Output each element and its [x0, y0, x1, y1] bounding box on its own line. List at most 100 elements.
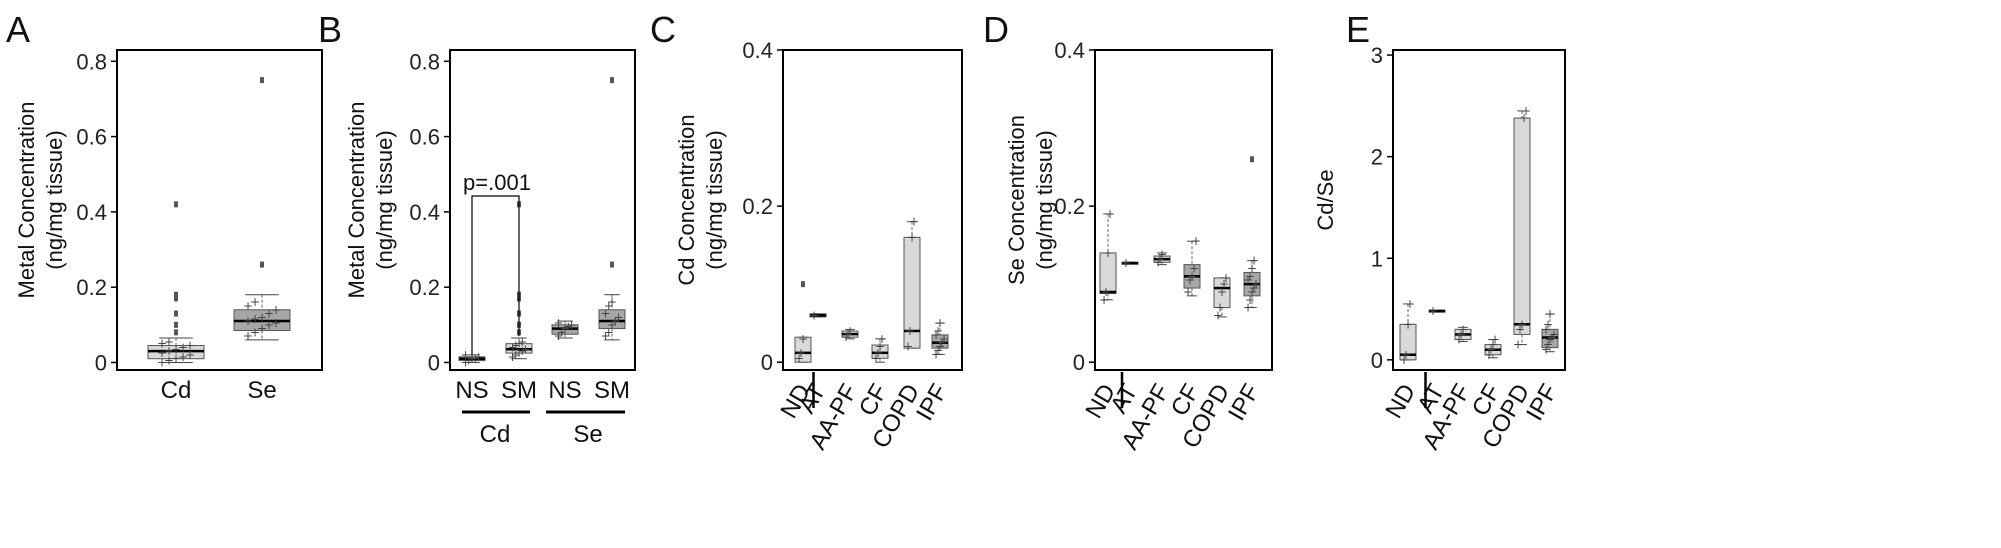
panel-c-data-point: +: [935, 340, 945, 354]
panel-a-ytick-label: 0: [95, 350, 107, 375]
panel-b-data-point: +: [507, 350, 517, 364]
panel-c-data-point: +: [875, 340, 885, 354]
panel-a-category-label: Cd: [161, 377, 192, 404]
panel-a-data-point: +: [250, 325, 260, 339]
panel-e-box-nd: [1399, 323, 1417, 361]
panel-e-data-point: +: [1547, 330, 1557, 344]
panel-a-data-point: +: [164, 335, 174, 349]
panel-b-data-point: +: [460, 355, 470, 369]
panel-a-ytick-label: 0.6: [76, 125, 107, 150]
panel-a-data-point: +: [264, 307, 274, 321]
panel-b-category-label: NS: [548, 377, 581, 404]
panel-a-data-point: +: [157, 355, 167, 369]
panel-c-ytick-label: 0.2: [742, 194, 773, 219]
panel-e-data-point: +: [1513, 338, 1523, 352]
panel-c-data-point: +: [794, 351, 804, 365]
panel-c-data-point: +: [933, 324, 943, 338]
panel-b-significance-bracket: [471, 195, 520, 355]
panel-c-box-nd: [794, 336, 812, 363]
panel-d-data-point: +: [1155, 252, 1165, 266]
panel-d-data-point: +: [1247, 285, 1257, 299]
panel-d-ytick-label: 0.4: [1054, 38, 1085, 63]
panel-d-data-point: +: [1183, 285, 1193, 299]
panel-b-data-point: +: [511, 348, 521, 362]
panel-b-data-point: +: [610, 314, 620, 328]
panel-b-data-point: +: [607, 318, 617, 332]
panel-a-outlier-point: [260, 77, 264, 84]
panel-b-ytick-label: 0.4: [409, 200, 440, 225]
panel-c-data-point: +: [933, 343, 943, 357]
panel-e-ytick-label: 3: [1371, 43, 1383, 68]
panel-a-data-point: +: [257, 310, 267, 324]
panel-b-ylabel-line: (ng/mg tissue): [372, 130, 397, 269]
panel-a-data-point: +: [257, 322, 267, 336]
panel-e-data-point: +: [1454, 333, 1464, 347]
panel-c-plot-frame: [782, 49, 963, 371]
panel-e-category-label: IPF: [1521, 380, 1563, 426]
panel-b-data-point: +: [460, 348, 470, 362]
panel-a-data-point: +: [157, 337, 167, 351]
panel-b-group-label-cd: Cd: [480, 421, 511, 448]
panel-d-data-point: +: [1249, 281, 1259, 295]
panel-c-category-label: IPF: [911, 380, 953, 426]
panel-e-data-point: +: [1545, 307, 1555, 321]
panel-d-data-point: +: [1191, 234, 1201, 248]
panel-a-outlier-point: [260, 261, 264, 268]
panel-b-ytick-label: 0: [428, 350, 440, 375]
panel-b-data-point: +: [613, 310, 623, 324]
panel-a-data-point: +: [185, 348, 195, 362]
panel-e-data-point: +: [1484, 348, 1494, 362]
panel-c-data-point: +: [796, 346, 806, 360]
panel-e-data-point: +: [1456, 327, 1466, 341]
panel-e-data-point: +: [1545, 333, 1555, 347]
panel-d-data-point: +: [1189, 262, 1199, 276]
panel-b-data-point: +: [514, 337, 524, 351]
panel-b-box-sm: [598, 309, 626, 330]
panel-c-box-copd: [903, 236, 921, 349]
panel-b-category-label: SM: [501, 377, 537, 404]
panel-b-data-point: +: [517, 335, 527, 349]
panel-d-data-point: +: [1121, 256, 1131, 270]
panel-d-data-point: +: [1243, 301, 1253, 315]
panel-d-ylabel-line: (ng/mg tissue): [1032, 130, 1057, 269]
panel-d-data-point: +: [1213, 308, 1223, 322]
panel-b-data-point: +: [563, 320, 573, 334]
panel-b-data-point: +: [520, 342, 530, 356]
panel-c-data-point: +: [841, 330, 851, 344]
panel-c-data-point: +: [871, 351, 881, 365]
panel-b-outlier-point: [610, 261, 614, 268]
panel-d-category-label: IPF: [1223, 380, 1265, 426]
panel-d-data-point: +: [1099, 293, 1109, 307]
panel-d-data-point: +: [1243, 273, 1253, 287]
panel-d-box-nd: [1099, 252, 1117, 295]
panel-d-ylabel-line: Se Concentration: [1004, 115, 1029, 285]
panel-e-data-point: +: [1549, 327, 1559, 341]
panel-a-data-point: +: [178, 340, 188, 354]
panel-b-p-value: p=.001: [463, 170, 531, 195]
panel-d-data-point: +: [1245, 293, 1255, 307]
panel-c-data-point: +: [903, 340, 913, 354]
panel-a-outlier-point: [174, 329, 178, 336]
panel-a-ytick-label: 0.8: [76, 49, 107, 74]
panel-b-data-point: +: [553, 329, 563, 343]
panel-a-letter: A: [6, 9, 30, 50]
panel-d-data-point: +: [1247, 262, 1257, 276]
panel-b-data-point: +: [607, 295, 617, 309]
panel-d-data-point: +: [1187, 269, 1197, 283]
panel-c-data-point: +: [798, 332, 808, 346]
panel-c-data-point: +: [905, 324, 915, 338]
panel-a-data-point: +: [243, 329, 253, 343]
panel-d-data-point: +: [1185, 273, 1195, 287]
panel-a-data-point: +: [271, 316, 281, 330]
panel-b-data-point: +: [553, 316, 563, 330]
panel-b-ytick-label: 0.8: [409, 49, 440, 74]
panel-c-data-point: +: [939, 332, 949, 346]
panel-b-data-point: +: [566, 318, 576, 332]
panel-a-ylabel-line: Metal Concentration: [14, 102, 39, 299]
panel-e-data-point: +: [1488, 338, 1498, 352]
panel-a-outlier-point: [174, 295, 178, 302]
panel-e-letter: E: [1346, 9, 1370, 50]
panel-e-data-point: +: [1486, 343, 1496, 357]
panel-b-data-point: +: [464, 354, 474, 368]
